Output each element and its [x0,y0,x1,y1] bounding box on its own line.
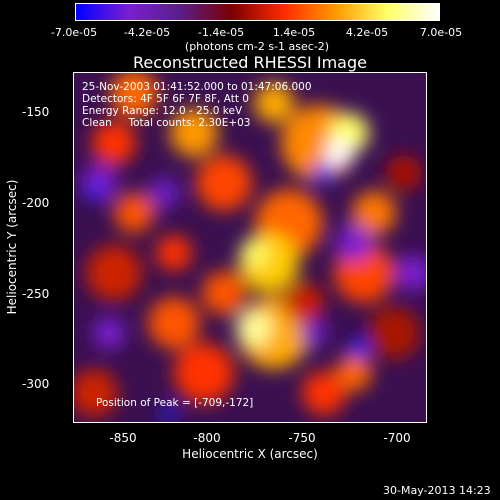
intensity-blob [156,235,192,271]
intensity-blob [302,371,346,415]
colorbar-tick: -1.4e-05 [197,26,245,39]
intensity-blob [148,177,180,209]
intensity-blob [254,83,294,123]
intensity-blob [284,283,324,323]
y-axis-label: Heliocentric Y (arcsec) [5,179,19,315]
intensity-blob [110,73,158,117]
y-tick-label: -250 [22,287,50,301]
intensity-blob [325,139,353,167]
intensity-blob [93,317,125,349]
info-time-range: 25-Nov-2003 01:41:52.000 to 01:47:06.000 [82,81,312,93]
intensity-blob [86,245,142,301]
intensity-blob [170,109,218,157]
intensity-blob [174,343,234,403]
intensity-blob [349,338,369,358]
x-tick-label: -750 [288,431,316,445]
info-method-counts: Clean Total counts: 2.30E+03 [82,117,251,129]
intensity-blob [236,310,272,346]
intensity-blob [161,405,177,421]
colorbar-units: (photons cm-2 s-1 asec-2) [184,40,330,53]
colorbar-tick: 1.4e-05 [272,26,316,39]
timestamp: 30-May-2013 14:23 [383,484,491,497]
intensity-blob [148,297,200,349]
x-tick-label: -700 [383,431,411,445]
intensity-blob [300,319,328,347]
y-tick-label: -200 [22,196,50,210]
y-tick-label: -300 [22,377,50,391]
image-blobs [74,73,426,421]
intensity-blob [336,355,372,391]
plot-title: Reconstructed RHESSI Image [133,53,367,72]
intensity-blob [74,369,118,417]
intensity-blob [114,193,154,233]
image-heatmap [74,73,426,422]
info-energy-range: Energy Range: 12.0 - 25.0 keV [82,105,243,117]
colorbar [75,3,440,21]
colorbar-tick: 7.0e-05 [419,26,463,39]
peak-position: Position of Peak = [-709,-172] [96,397,254,409]
intensity-blob [386,155,422,191]
intensity-blob [240,239,268,267]
x-tick-label: -800 [193,431,221,445]
x-tick-label: -850 [109,431,137,445]
info-detectors: Detectors: 4F 5F 6F 7F 8F, Att 0 [82,93,249,105]
intensity-blob [352,191,396,235]
intensity-blob [368,307,420,359]
intensity-blob [396,255,426,291]
rhessi-image: 25-Nov-2003 01:41:52.000 to 01:47:06.000… [73,72,427,423]
colorbar-tick: -7.0e-05 [50,26,98,39]
intensity-blob [196,155,252,211]
intensity-blob [314,163,334,183]
intensity-blob [202,271,246,315]
colorbar-tick: -4.2e-05 [123,26,171,39]
y-tick-label: -150 [22,105,50,119]
intensity-blob [92,121,136,165]
intensity-blob [86,185,102,201]
colorbar-tick: 4.2e-05 [345,26,389,39]
x-axis-label: Heliocentric X (arcsec) [182,447,318,461]
intensity-blob [336,225,372,261]
